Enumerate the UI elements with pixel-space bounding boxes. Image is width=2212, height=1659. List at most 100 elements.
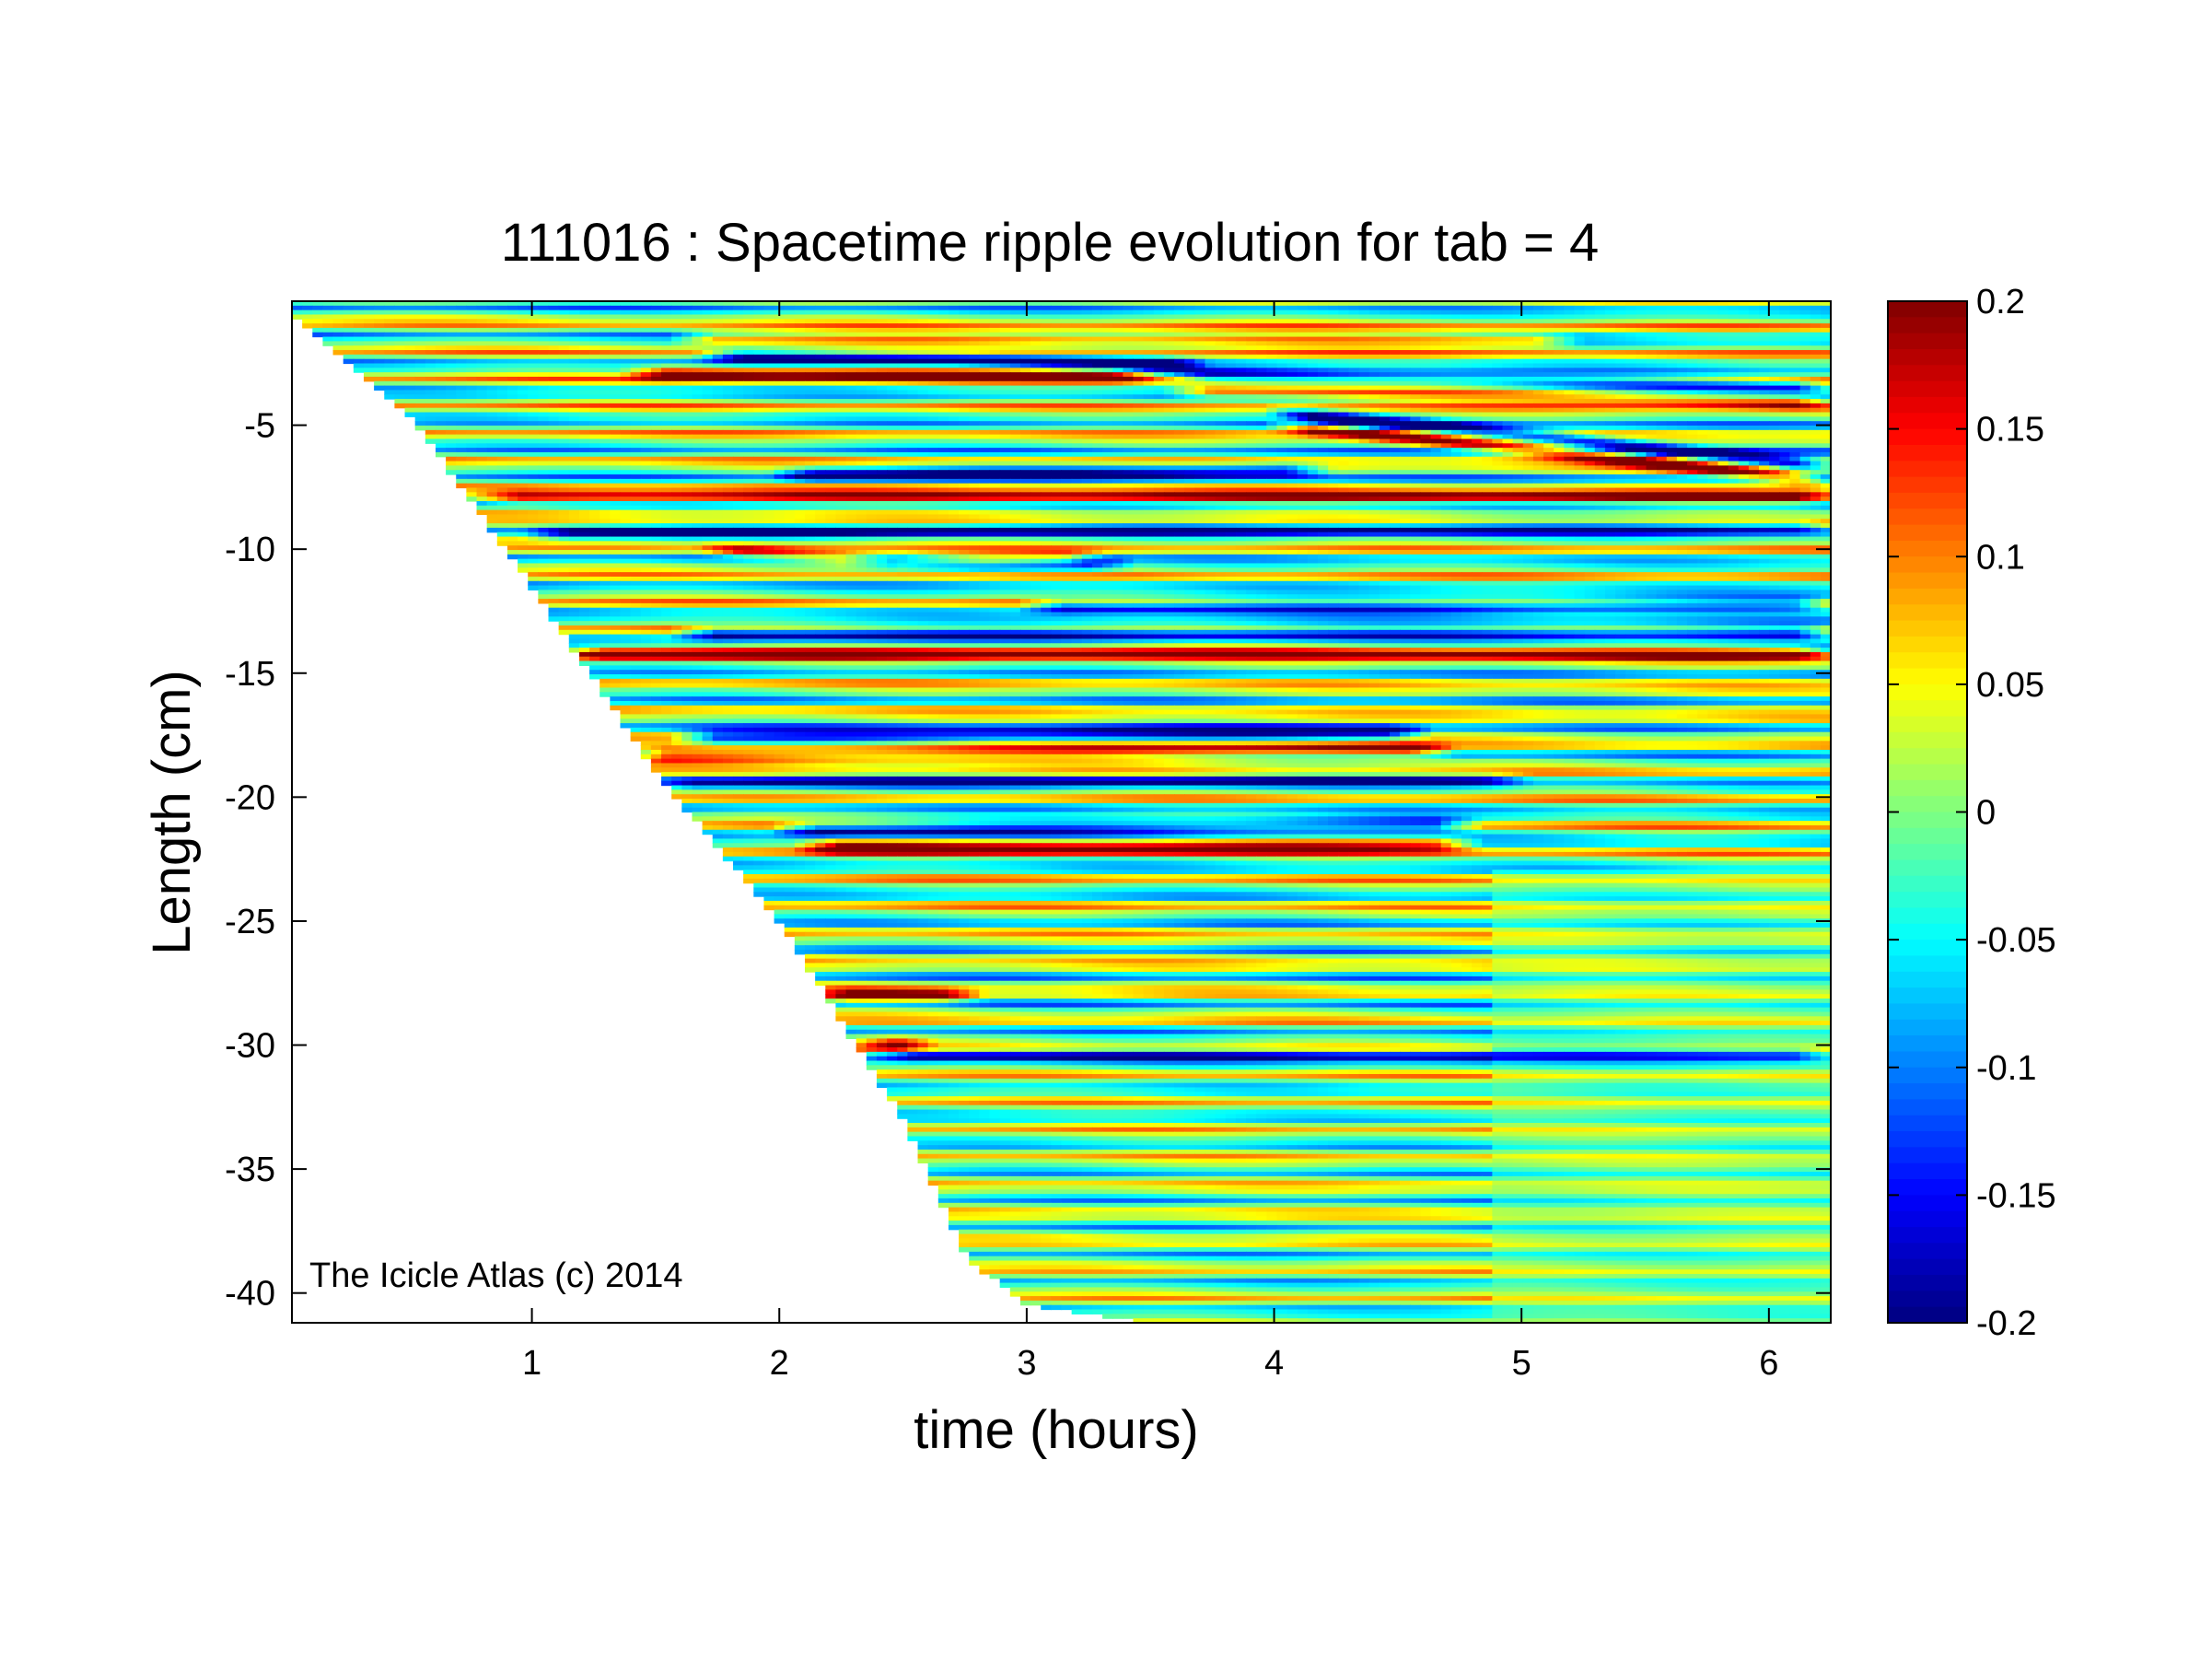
heatmap-cell xyxy=(630,363,642,368)
heatmap-cell xyxy=(1574,412,1586,417)
heatmap-cell xyxy=(1051,345,1063,351)
heatmap-cell xyxy=(630,429,642,436)
heatmap-cell xyxy=(1318,390,1329,395)
heatmap-cell xyxy=(640,336,652,342)
heatmap-cell xyxy=(1636,319,1647,324)
heatmap-cell xyxy=(1769,429,1780,436)
heatmap-cell xyxy=(1379,443,1391,449)
heatmap-cell xyxy=(1820,443,1831,449)
heatmap-cell xyxy=(1297,301,1309,307)
heatmap-cell xyxy=(948,380,960,387)
heatmap-cell xyxy=(1728,403,1740,409)
heatmap-cell xyxy=(538,385,550,391)
heatmap-cell xyxy=(1728,394,1740,400)
heatmap-cell xyxy=(845,358,857,365)
heatmap-cell xyxy=(353,368,365,373)
heatmap-cell xyxy=(671,376,682,382)
heatmap-cell xyxy=(1358,385,1370,391)
heatmap-cell xyxy=(1482,327,1493,333)
heatmap-cell xyxy=(496,305,508,311)
heatmap-cell xyxy=(1225,394,1237,400)
heatmap-cell xyxy=(1656,426,1668,431)
heatmap-cell xyxy=(907,327,919,333)
heatmap-cell xyxy=(1368,399,1380,404)
heatmap-cell xyxy=(866,319,878,324)
heatmap-cell xyxy=(1019,421,1031,426)
heatmap-cell xyxy=(959,345,970,351)
heatmap-cell xyxy=(1051,341,1063,346)
heatmap-cell xyxy=(374,314,385,320)
heatmap-cell xyxy=(1153,385,1165,391)
heatmap-cell xyxy=(1225,319,1237,324)
heatmap-cell xyxy=(897,350,908,356)
heatmap-cell xyxy=(1615,314,1626,320)
heatmap-cell xyxy=(969,429,980,436)
heatmap-cell xyxy=(1502,327,1514,333)
heatmap-cell xyxy=(1636,354,1647,360)
heatmap-cell xyxy=(620,350,632,356)
heatmap-cell xyxy=(496,332,508,338)
heatmap-cell xyxy=(1799,403,1811,409)
heatmap-cell xyxy=(640,403,652,409)
heatmap-cell xyxy=(1482,336,1493,342)
heatmap-cell xyxy=(1307,314,1319,320)
heatmap-cell xyxy=(1522,443,1534,449)
heatmap-cell xyxy=(568,358,580,365)
heatmap-cell xyxy=(446,323,457,329)
heatmap-cell xyxy=(496,327,508,333)
heatmap-cell xyxy=(1440,327,1452,333)
heatmap-cell xyxy=(1041,327,1052,333)
heatmap-cell xyxy=(589,341,600,346)
heatmap-cell xyxy=(1328,434,1339,440)
heatmap-cell xyxy=(1666,314,1678,320)
heatmap-cell xyxy=(1512,438,1524,444)
heatmap-cell xyxy=(1450,434,1462,440)
heatmap-cell xyxy=(1472,363,1483,368)
heatmap-cell xyxy=(1071,451,1083,458)
heatmap-cell xyxy=(1338,368,1350,373)
heatmap-cell xyxy=(815,372,826,378)
heatmap-cell xyxy=(692,426,704,431)
heatmap-cell xyxy=(1379,319,1391,324)
heatmap-cell xyxy=(1389,363,1401,368)
heatmap-cell xyxy=(1358,358,1370,365)
heatmap-cell xyxy=(466,372,478,378)
heatmap-cell xyxy=(1532,443,1544,449)
heatmap-cell xyxy=(1472,390,1483,395)
heatmap-cell xyxy=(600,385,611,391)
heatmap-cell xyxy=(794,332,806,338)
heatmap-cell xyxy=(1061,368,1073,373)
heatmap-cell xyxy=(794,399,806,404)
heatmap-cell xyxy=(1286,336,1298,342)
heatmap-cell xyxy=(1215,407,1227,414)
heatmap-cell xyxy=(1554,310,1565,316)
heatmap-cell xyxy=(1205,372,1217,378)
heatmap-cell xyxy=(1625,416,1636,422)
heatmap-cell xyxy=(1748,376,1760,382)
heatmap-cell xyxy=(671,314,682,320)
heatmap-cell xyxy=(1554,372,1565,378)
heatmap-cell xyxy=(630,407,642,414)
heatmap-cell xyxy=(1738,376,1750,382)
heatmap-cell xyxy=(876,323,888,329)
heatmap-cell xyxy=(548,403,560,409)
heatmap-cell xyxy=(538,443,550,449)
heatmap-cell xyxy=(805,421,816,426)
heatmap-cell xyxy=(394,305,406,311)
heatmap-cell xyxy=(1194,394,1206,400)
heatmap-cell xyxy=(446,363,457,368)
heatmap-cell xyxy=(1625,421,1636,426)
heatmap-cell xyxy=(1738,327,1750,333)
heatmap-cell xyxy=(1482,390,1493,395)
heatmap-cell xyxy=(1184,323,1195,329)
heatmap-cell xyxy=(589,319,600,324)
heatmap-cell xyxy=(600,407,611,414)
heatmap-cell xyxy=(969,390,980,395)
heatmap-cell xyxy=(1368,327,1380,333)
heatmap-cell xyxy=(702,399,714,404)
heatmap-cell xyxy=(1328,314,1339,320)
heatmap-cell xyxy=(496,403,508,409)
heatmap-cell xyxy=(1400,336,1411,342)
heatmap-cell xyxy=(1153,443,1165,449)
heatmap-cell xyxy=(1276,336,1288,342)
